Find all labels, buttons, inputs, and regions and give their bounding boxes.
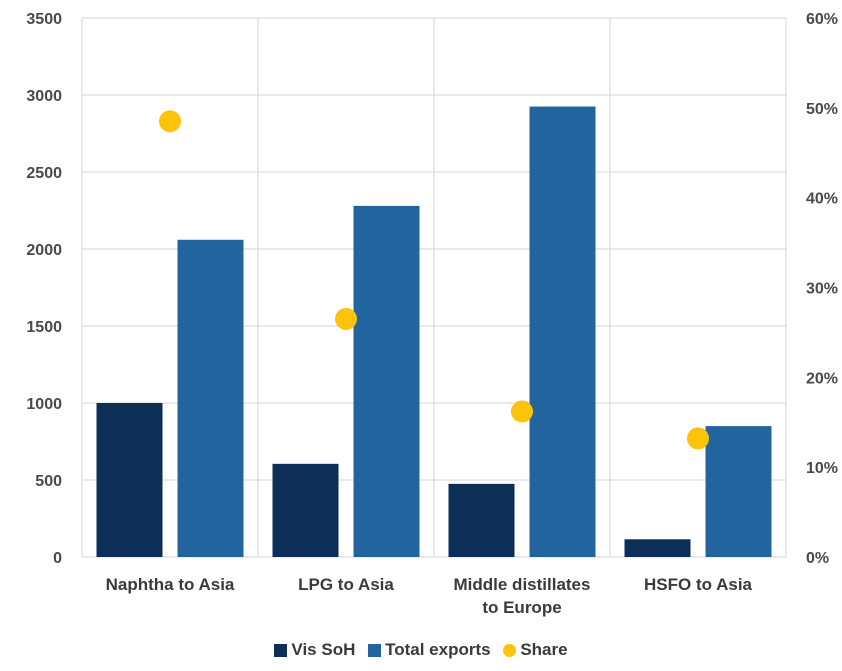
x-tick-label: Middle distillates — [454, 575, 591, 594]
y-right-tick-label: 30% — [806, 281, 838, 298]
bar-total-exports — [177, 239, 244, 557]
legend: Vis SoH Total exports Share — [0, 640, 842, 662]
point-share — [511, 400, 533, 423]
bar-total-exports — [529, 106, 596, 558]
y-left-tick-label: 500 — [35, 473, 62, 490]
bar-vis-soh — [272, 463, 339, 557]
bar-vis-soh — [624, 539, 691, 557]
legend-item-share: Share — [503, 640, 568, 660]
bar-vis-soh — [96, 403, 163, 557]
y-left-tick-label: 2000 — [26, 242, 62, 259]
y-right-tick-label: 40% — [806, 191, 838, 208]
legend-swatch-total-exports — [368, 643, 382, 657]
point-share — [335, 307, 357, 330]
y-right-tick-label: 20% — [806, 370, 838, 387]
legend-label-vis-soh: Vis SoH — [291, 640, 356, 659]
chart: 0 500 1000 1500 2000 2500 3000 3500 0% 10% 20% 30% 4… — [26, 11, 838, 617]
y-left-tick-label: 2500 — [26, 165, 62, 182]
legend-item-vis-soh: Vis SoH — [274, 640, 355, 660]
y-right-tick-label: 0% — [806, 550, 829, 567]
x-tick-label: LPG to Asia — [298, 575, 394, 594]
legend-item-total-exports: Total exports — [368, 640, 491, 660]
y-left-tick-label: 1000 — [26, 396, 62, 413]
y-right-tick-label: 60% — [806, 11, 838, 28]
legend-label-total-exports: Total exports — [385, 640, 491, 659]
legend-swatch-vis-soh — [274, 643, 288, 657]
legend-label-share: Share — [520, 640, 568, 659]
x-tick-label: to Europe — [482, 598, 561, 617]
x-tick-label: HSFO to Asia — [644, 575, 753, 594]
y-left-tick-label: 3500 — [26, 11, 62, 28]
y-left-tick-label: 1500 — [26, 319, 62, 336]
bar-total-exports — [705, 426, 772, 557]
bar-total-exports — [353, 205, 420, 557]
bar-vis-soh — [448, 483, 515, 557]
y-right-tick-label: 50% — [806, 101, 838, 118]
x-tick-label: Naphtha to Asia — [106, 575, 235, 594]
y-right-tick-label: 10% — [806, 460, 838, 477]
y-left-tick-label: 3000 — [26, 88, 62, 105]
y-left-tick-label: 0 — [53, 550, 62, 567]
legend-marker-share — [503, 643, 517, 657]
point-share — [159, 110, 181, 133]
point-share — [687, 427, 709, 450]
